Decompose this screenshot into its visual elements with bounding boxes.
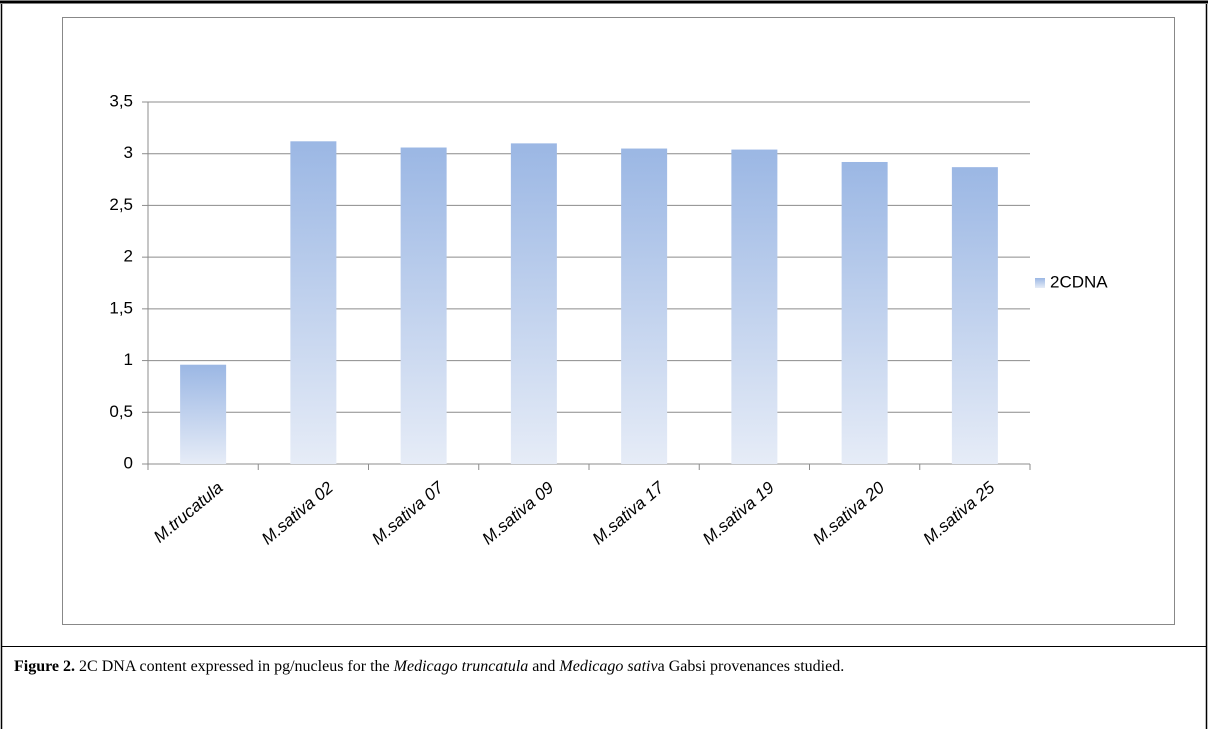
caption-part: Medicago truncatula <box>393 658 529 675</box>
caption-part: 2C DNA content expressed in pg/nucleus f… <box>75 658 394 675</box>
bar <box>841 161 888 464</box>
bar <box>400 147 447 464</box>
y-tick-label: 2,5 <box>109 195 133 214</box>
bar <box>731 149 778 464</box>
caption-part: Figure 2. <box>14 658 76 675</box>
figure-caption: Figure 2. 2C DNA content expressed in pg… <box>14 655 1200 678</box>
y-tick-label: 3 <box>124 143 133 162</box>
y-tick-label: 1 <box>124 350 133 369</box>
bar <box>621 148 668 465</box>
caption-part: a Gabsi provenances studied. <box>657 658 845 675</box>
y-tick-label: 3,5 <box>109 91 133 110</box>
y-tick-label: 0,5 <box>109 402 133 421</box>
caption-part: Medicago sativ <box>559 658 658 675</box>
y-tick-label: 2 <box>124 247 133 266</box>
caption-part: and <box>528 658 560 675</box>
bar <box>290 141 337 464</box>
bar <box>951 167 998 464</box>
legend-label: 2CDNA <box>1050 272 1108 291</box>
bar <box>510 143 557 464</box>
y-tick-label: 1,5 <box>109 298 133 317</box>
legend-swatch <box>1035 278 1045 288</box>
plot: 00,511,522,533,5M.trucatula M.sativa 02 M.… <box>109 91 1108 548</box>
bar <box>180 364 227 464</box>
y-tick-label: 0 <box>124 453 133 472</box>
